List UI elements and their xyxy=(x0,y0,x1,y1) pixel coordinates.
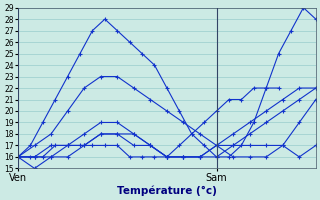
X-axis label: Température (°c): Température (°c) xyxy=(117,185,217,196)
